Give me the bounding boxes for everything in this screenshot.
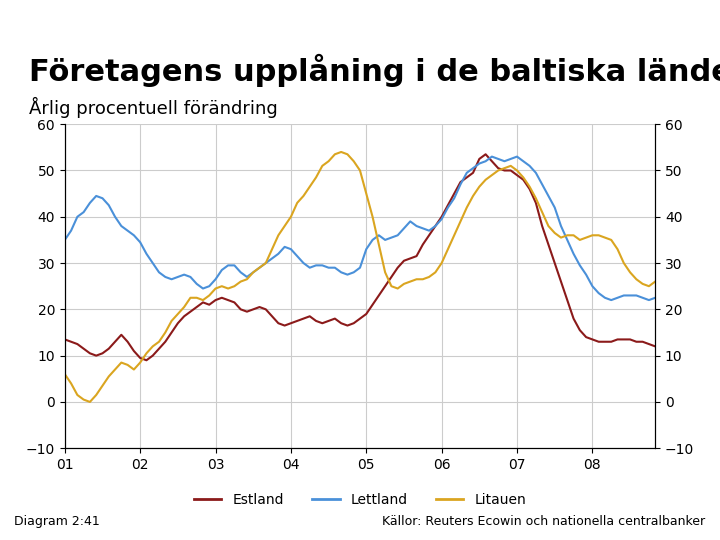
Litauen <box>475 184 484 190</box>
Text: Årlig procentuell förändring: Årlig procentuell förändring <box>29 97 277 118</box>
Litauen <box>337 148 346 155</box>
Litauen <box>651 278 660 285</box>
Litauen <box>506 163 515 169</box>
Lettland <box>167 276 176 282</box>
Estland <box>651 343 660 349</box>
Litauen <box>60 371 69 377</box>
Lettland <box>462 170 471 176</box>
Legend: Estland, Lettland, Litauen: Estland, Lettland, Litauen <box>188 488 532 512</box>
Text: SVERIGES
RIKSBANK: SVERIGES RIKSBANK <box>639 52 679 65</box>
Litauen <box>86 399 94 405</box>
Litauen <box>174 310 182 317</box>
Litauen <box>92 392 101 398</box>
Estland <box>506 167 515 174</box>
Estland <box>469 170 477 176</box>
Line: Litauen: Litauen <box>65 152 655 402</box>
Estland <box>60 336 69 343</box>
Line: Estland: Estland <box>65 154 655 360</box>
Litauen <box>513 167 521 174</box>
Lettland <box>475 160 484 167</box>
Lettland <box>506 156 515 162</box>
Line: Lettland: Lettland <box>65 157 655 300</box>
Lettland <box>607 297 616 303</box>
Estland <box>481 151 490 158</box>
Lettland <box>60 237 69 243</box>
Lettland <box>487 153 496 160</box>
Litauen <box>487 172 496 178</box>
Lettland <box>86 200 94 206</box>
Estland <box>142 357 150 363</box>
Estland <box>513 172 521 178</box>
Text: Diagram 2:41: Diagram 2:41 <box>14 515 100 528</box>
Text: Källor: Reuters Ecowin och nationella centralbanker: Källor: Reuters Ecowin och nationella ce… <box>382 515 706 528</box>
Lettland <box>500 158 509 165</box>
Estland <box>487 158 496 165</box>
Text: Företagens upplåning i de baltiska länderna: Företagens upplåning i de baltiska lände… <box>29 54 720 87</box>
Estland <box>86 350 94 356</box>
Estland <box>174 320 182 327</box>
Lettland <box>651 294 660 301</box>
